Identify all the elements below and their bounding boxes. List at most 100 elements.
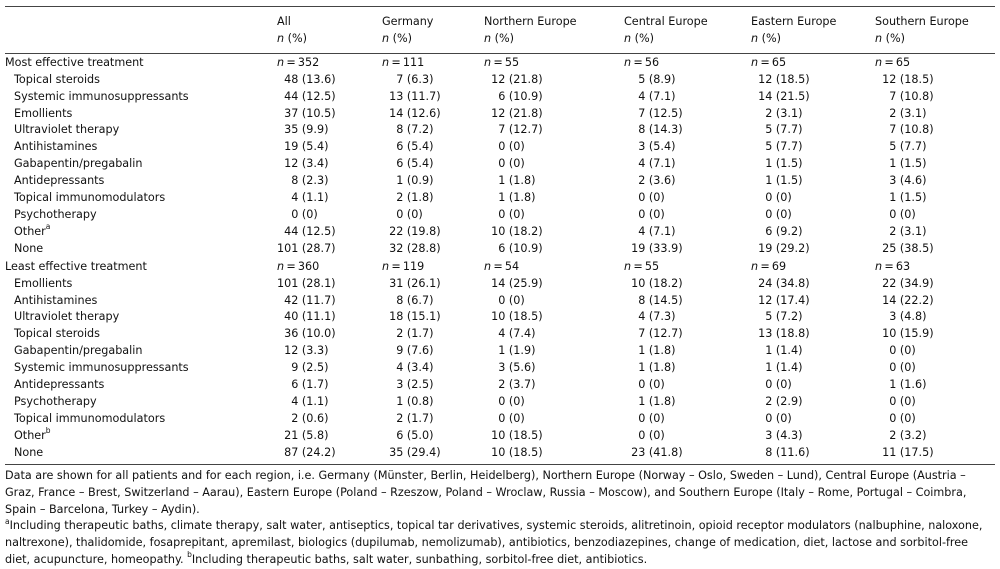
- table-cell: 011 (17.5): [875, 444, 995, 465]
- table-cell: 002 (1.7): [396, 327, 434, 341]
- table-cell: 036 (10.0): [284, 327, 336, 341]
- column-header-germany: Germany: [382, 5, 484, 31]
- section-sample-size: n = 352: [277, 55, 320, 69]
- table-cell: 012 (18.5): [758, 72, 810, 86]
- table-cell: 000 (0): [638, 411, 665, 425]
- table-cell: 000 (0): [498, 207, 525, 221]
- table-row: Topical immunomodulators 002 (0.6) 002 (1.…: [5, 411, 995, 428]
- table-cell: 003 (4.3): [765, 428, 803, 442]
- table-cell: 007 (12.7): [498, 123, 543, 137]
- row-label-text: Topical immunomodulators: [14, 411, 166, 425]
- table-cell: 014 (12.6): [389, 106, 441, 120]
- column-header-northern-europe: Northern Europe: [484, 5, 624, 31]
- table-cell: 002 (3.1): [889, 106, 927, 120]
- table-cell: 021 (5.8): [284, 428, 329, 442]
- row-label-text: Systemic immunosuppressants: [14, 89, 189, 103]
- footnote-data-note: Data are shown for all patients and for …: [5, 469, 967, 516]
- table-cell: 035 (29.4): [382, 444, 484, 465]
- table-cell: 001 (0.8): [396, 394, 434, 408]
- row-label-text: Ultraviolet therapy: [14, 310, 120, 324]
- table-cell: 002 (0.6): [291, 411, 329, 425]
- row-label: Otherb: [5, 426, 277, 445]
- table-row: Emollients 101 (28.1) 031 (26.1) 014 (25.9)…: [5, 276, 995, 293]
- table-cell: 001 (1.4): [765, 344, 803, 358]
- column-unit: n (%): [277, 30, 382, 54]
- row-label: Antidepressants: [5, 377, 277, 394]
- table-cell: 101 (28.1): [277, 276, 336, 290]
- section-header-row: Least effective treatment n = 360 n = 119 n…: [5, 258, 995, 276]
- table-cell: 002 (3.7): [498, 378, 536, 392]
- table-cell: 019 (29.2): [758, 241, 810, 255]
- table-cell: 002 (2.9): [765, 394, 803, 408]
- table-cell: 003 (4.6): [889, 174, 927, 188]
- footnote-marker: b: [45, 426, 51, 436]
- footnote-marker-a: a: [5, 516, 10, 526]
- row-label: Emollients: [5, 106, 277, 123]
- table-cell: 007 (10.8): [889, 123, 934, 137]
- row-label: Systemic immunosuppressants: [5, 89, 277, 106]
- column-unit: n (%): [751, 30, 875, 54]
- table-cell: 012 (3.3): [284, 344, 329, 358]
- section-sample-size: n = 119: [382, 259, 425, 273]
- table-cell: 004 (3.4): [396, 361, 434, 375]
- table-cell: 013 (18.8): [758, 327, 810, 341]
- section-sample-size: n = 111: [382, 55, 425, 69]
- table-cell: 000 (0): [396, 207, 423, 221]
- table-cell: 044 (12.5): [284, 89, 336, 103]
- table-row: Emollients 037 (10.5) 014 (12.6) 012 (21.8)…: [5, 106, 995, 123]
- table-cell: 009 (2.5): [291, 361, 329, 375]
- table-cell: 012 (21.8): [491, 106, 543, 120]
- table-row: Antihistamines 042 (11.7) 008 (6.7) 000 (0)…: [5, 293, 995, 310]
- table-cell: 004 (7.3): [638, 310, 676, 324]
- row-label: Gabapentin/pregabalin: [5, 156, 277, 173]
- section-sample-size: n = 360: [277, 259, 320, 273]
- row-label: Antihistamines: [5, 139, 277, 156]
- table-cell: 001 (1.4): [765, 361, 803, 375]
- table-cell: 006 (1.7): [291, 378, 329, 392]
- section-sample-size: n = 55: [484, 55, 520, 69]
- table-cell: 002 (1.8): [396, 191, 434, 205]
- table-cell: 014 (25.9): [491, 276, 543, 290]
- table-row: Systemic immunosuppressants 009 (2.5) 004 …: [5, 360, 995, 377]
- row-label-text: Antidepressants: [14, 378, 105, 392]
- table-row: Antidepressants 008 (2.3) 001 (0.9) 001 (1.…: [5, 173, 995, 190]
- footnote-b: Including therapeutic baths, salt water,…: [191, 552, 648, 566]
- table-body: Most effective treatment n = 352 n = 111 n …: [5, 53, 995, 465]
- table-cell: 007 (6.3): [396, 72, 434, 86]
- table-cell: 032 (28.8): [389, 241, 441, 255]
- table-cell: 007 (12.5): [638, 106, 683, 120]
- column-unit: n (%): [624, 30, 751, 54]
- row-label: Topical steroids: [5, 326, 277, 343]
- table-cell: 002 (3.1): [889, 224, 927, 238]
- row-label-text: None: [14, 241, 44, 255]
- footnote-a: Including therapeutic baths, climate the…: [5, 519, 983, 566]
- table-cell: 010 (18.2): [491, 224, 543, 238]
- table-cell: 001 (1.5): [889, 191, 927, 205]
- table-row: Antihistamines 019 (5.4) 006 (5.4) 000 (0) 0…: [5, 139, 995, 156]
- row-label-text: Antidepressants: [14, 174, 105, 188]
- table-row: Gabapentin/pregabalin 012 (3.3) 009 (7.6) 0…: [5, 343, 995, 360]
- table-cell: 006 (5.4): [396, 157, 434, 171]
- table-cell: 001 (1.8): [498, 191, 536, 205]
- table-cell: 001 (1.8): [498, 174, 536, 188]
- row-label-text: Topical immunomodulators: [14, 191, 166, 205]
- table-cell: 014 (22.2): [882, 293, 934, 307]
- table-row: Ultraviolet therapy 040 (11.1) 018 (15.1) 0…: [5, 309, 995, 326]
- table-cell: 000 (0): [638, 378, 665, 392]
- table-cell: 010 (18.5): [491, 310, 543, 324]
- table-cell: 009 (7.6): [396, 344, 434, 358]
- table-cell: 008 (2.3): [291, 174, 329, 188]
- table-cell: 000 (0): [765, 191, 792, 205]
- row-label: Psychotherapy: [5, 207, 277, 224]
- table-cell: 000 (0): [765, 411, 792, 425]
- table-cell: 022 (19.8): [389, 224, 441, 238]
- row-label-text: Emollients: [14, 276, 73, 290]
- row-label-text: Ultraviolet therapy: [14, 123, 120, 137]
- row-label: Ultraviolet therapy: [5, 122, 277, 139]
- table-cell: 006 (9.2): [765, 224, 803, 238]
- table-cell: 001 (1.5): [765, 174, 803, 188]
- row-label-text: None: [14, 445, 44, 459]
- section-sample-size: n = 65: [751, 55, 787, 69]
- table-cell: 002 (3.6): [638, 174, 676, 188]
- table-cell: 101 (28.7): [277, 241, 336, 255]
